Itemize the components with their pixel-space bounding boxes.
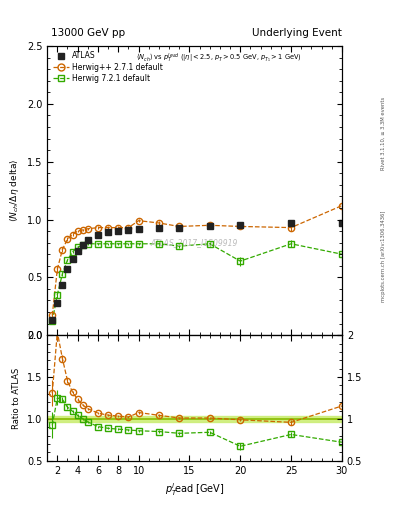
Text: mcplots.cern.ch [arXiv:1306.3436]: mcplots.cern.ch [arXiv:1306.3436] bbox=[381, 210, 386, 302]
Y-axis label: $\langle N_{ch}/\Delta\eta\ \mathrm{delta}\rangle$: $\langle N_{ch}/\Delta\eta\ \mathrm{delt… bbox=[8, 159, 21, 222]
Text: ATLAS_2017_I1509919: ATLAS_2017_I1509919 bbox=[151, 238, 238, 247]
X-axis label: $p_T^l\!$ead [GeV]: $p_T^l\!$ead [GeV] bbox=[165, 481, 224, 498]
Text: Rivet 3.1.10, ≥ 3.3M events: Rivet 3.1.10, ≥ 3.3M events bbox=[381, 96, 386, 170]
Y-axis label: Ratio to ATLAS: Ratio to ATLAS bbox=[12, 367, 21, 429]
Text: Underlying Event: Underlying Event bbox=[252, 28, 342, 38]
Text: $\langle N_{ch}\rangle$ vs $p_T^{lead}$ ($|\eta| < 2.5$, $p_T > 0.5$ GeV, $p_{T_: $\langle N_{ch}\rangle$ vs $p_T^{lead}$ … bbox=[136, 52, 301, 65]
Text: 13000 GeV pp: 13000 GeV pp bbox=[51, 28, 125, 38]
Bar bbox=[47, 416, 342, 422]
Legend: ATLAS, Herwig++ 2.7.1 default, Herwig 7.2.1 default: ATLAS, Herwig++ 2.7.1 default, Herwig 7.… bbox=[51, 50, 165, 84]
